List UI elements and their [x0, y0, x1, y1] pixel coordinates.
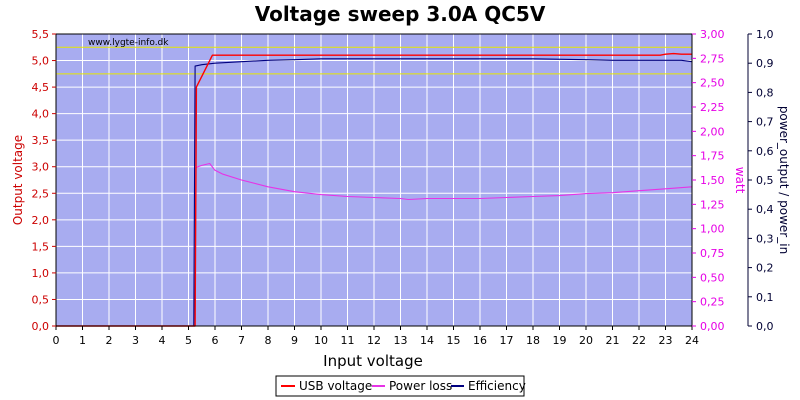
right-axis-watt-tick-label: 1,00 [700, 223, 725, 236]
right-axis-efficiency-tick-label: 0,9 [756, 57, 774, 70]
right-axis-watt-tick-label: 0,00 [700, 320, 725, 333]
x-axis: 0 1 2 3 4 5 6 7 8 9 10 11 12 13 14 15 16 17 18 19 20 21 22 23 24 [53, 326, 699, 347]
left-axis-label: Output voltage [11, 135, 25, 225]
right-axis-watt-tick-label: 1,25 [700, 198, 725, 211]
right-axis-watt-tick-label: 2,00 [700, 125, 725, 138]
x-tick-label: 2 [106, 334, 113, 347]
right-axis-efficiency: 0,0 0,1 0,2 0,3 0,4 0,5 0,6 0,7 0,8 0,9 1,0 [747, 28, 774, 333]
right-axis-watt-tick-label: 2,50 [700, 77, 725, 90]
x-tick-label: 13 [394, 334, 408, 347]
right-axis-watt-tick-label: 2,75 [700, 52, 725, 65]
x-tick-label: 23 [659, 334, 673, 347]
right-axis-efficiency-tick-label: 0,6 [756, 145, 774, 158]
x-tick-label: 20 [579, 334, 593, 347]
right-axis-watt: 0,00 0,25 0,50 0,75 1,00 1,25 1,50 1,75 2,00 2,25… [692, 28, 725, 333]
right-axis-efficiency-tick-label: 0,4 [756, 203, 774, 216]
x-tick-label: 15 [447, 334, 461, 347]
right-axis-efficiency-tick-label: 0,7 [756, 116, 774, 129]
x-tick-label: 3 [132, 334, 139, 347]
x-tick-label: 1 [79, 334, 86, 347]
x-tick-label: 4 [159, 334, 166, 347]
legend: USB voltage Power loss Efficiency [275, 375, 526, 397]
right-axis-efficiency-tick-label: 0,5 [756, 174, 774, 187]
reference-lines [56, 46, 692, 75]
series-line-usb-voltage [56, 52, 692, 327]
right-axis-watt-tick-label: 0,75 [700, 247, 725, 260]
left-axis-tick-label: 3,0 [32, 161, 50, 174]
x-tick-label: 7 [238, 334, 245, 347]
right-axis-efficiency-tick-label: 0,1 [756, 291, 774, 304]
x-tick-label: 22 [632, 334, 646, 347]
x-tick-label: 21 [606, 334, 620, 347]
x-tick-label: 16 [473, 334, 487, 347]
left-axis-tick-label: 4,5 [32, 81, 50, 94]
legend-usb-voltage: USB voltage [299, 379, 372, 393]
right-axis-watt-tick-label: 0,25 [700, 296, 725, 309]
watermark: www.lygte-info.dk [88, 38, 169, 48]
legend-power-loss: Power loss [389, 379, 452, 393]
left-axis: 0,0 0,5 1,0 1,5 2,0 2,5 3,0 3,5 4,0 4,5 5,0 5,5 [32, 28, 56, 333]
right-axis-watt-tick-label: 1,50 [700, 174, 725, 187]
left-axis-tick-label: 3,5 [32, 134, 50, 147]
series-line-power-loss [196, 162, 693, 201]
x-tick-label: 0 [53, 334, 60, 347]
x-tick-label: 8 [265, 334, 272, 347]
left-axis-tick-label: 4,0 [32, 108, 50, 121]
right-axis-efficiency-tick-label: 0,8 [756, 86, 774, 99]
right-axis-efficiency-label: power_output / power_in [777, 106, 791, 254]
x-tick-label: 24 [685, 334, 699, 347]
x-tick-label: 18 [526, 334, 540, 347]
left-axis-tick-label: 5,0 [32, 55, 50, 68]
left-axis-tick-label: 2,0 [32, 214, 50, 227]
left-axis-tick-label: 2,5 [32, 187, 50, 200]
x-tick-label: 17 [500, 334, 514, 347]
right-axis-watt-tick-label: 0,50 [700, 271, 725, 284]
left-axis-tick-label: 0,0 [32, 320, 50, 333]
right-axis-efficiency-tick-label: 0,2 [756, 262, 774, 275]
right-axis-watt-label: watt [733, 167, 747, 194]
right-axis-watt-tick-label: 3,00 [700, 28, 725, 41]
x-tick-label: 14 [420, 334, 434, 347]
left-axis-tick-label: 0,5 [32, 293, 50, 306]
x-tick-label: 5 [185, 334, 192, 347]
x-tick-label: 19 [553, 334, 567, 347]
x-axis-label: Input voltage [323, 352, 423, 370]
right-axis-efficiency-tick-label: 0,3 [756, 232, 774, 245]
right-axis-watt-tick-label: 1,75 [700, 150, 725, 163]
x-tick-label: 12 [367, 334, 381, 347]
right-axis-efficiency-tick-label: 1,0 [756, 28, 774, 41]
legend-efficiency: Efficiency [468, 379, 526, 393]
legend-box [275, 375, 525, 397]
x-tick-label: 6 [212, 334, 219, 347]
right-axis-efficiency-tick-label: 0,0 [756, 320, 774, 333]
x-tick-label: 11 [341, 334, 355, 347]
x-tick-label: 9 [291, 334, 298, 347]
x-tick-label: 10 [314, 334, 328, 347]
chart-title: Voltage sweep 3.0A QC5V [255, 2, 546, 26]
left-axis-tick-label: 1,5 [32, 240, 50, 253]
left-axis-tick-label: 1,0 [32, 267, 50, 280]
left-axis-tick-label: 5,5 [32, 28, 50, 41]
right-axis-watt-tick-label: 2,25 [700, 101, 725, 114]
series-line-efficiency [56, 58, 693, 327]
series-layer [56, 52, 693, 327]
